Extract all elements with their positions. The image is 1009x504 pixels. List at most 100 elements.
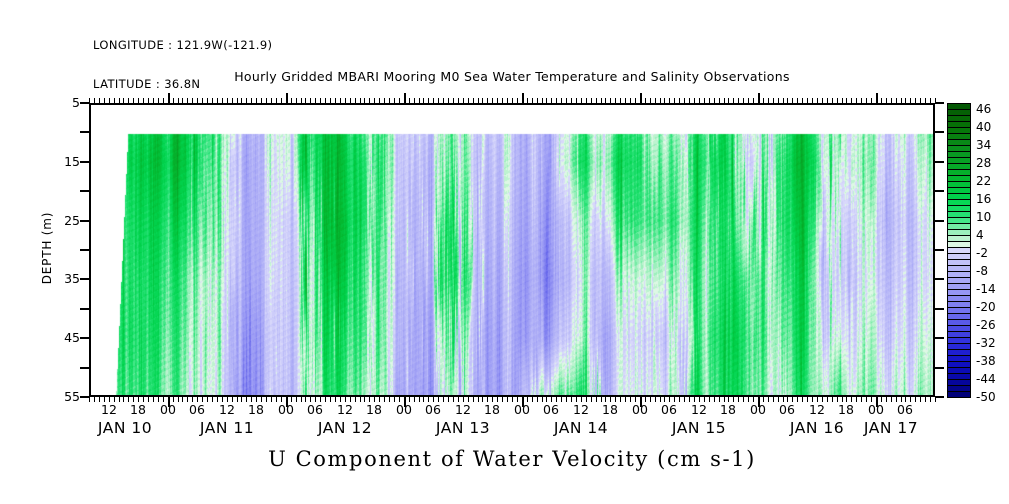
x-minor-tick	[178, 98, 179, 103]
x-minor-tick	[246, 397, 247, 402]
x-minor-tick	[109, 397, 110, 402]
x-minor-tick	[856, 98, 857, 103]
x-minor-tick	[719, 98, 720, 103]
colorbar-label: 28	[976, 156, 992, 170]
x-minor-tick	[448, 397, 449, 402]
x-minor-tick	[615, 98, 616, 103]
x-minor-tick	[763, 397, 764, 402]
x-minor-tick	[763, 98, 764, 103]
x-minor-tick	[699, 98, 700, 103]
x-minor-tick	[817, 98, 818, 103]
x-minor-tick	[360, 397, 361, 402]
y-tick	[80, 337, 89, 339]
x-major-tick	[286, 93, 288, 103]
x-minor-tick	[114, 98, 115, 103]
x-major-tick	[640, 93, 642, 103]
x-minor-tick	[182, 397, 183, 402]
y-tick-right	[935, 337, 944, 339]
x-minor-tick	[846, 397, 847, 402]
x-minor-tick	[768, 397, 769, 402]
y-tick	[80, 131, 89, 133]
x-minor-tick	[930, 397, 931, 402]
x-minor-tick	[271, 397, 272, 402]
y-tick	[80, 396, 89, 398]
x-minor-tick	[384, 397, 385, 402]
y-tick-right	[935, 308, 944, 310]
x-minor-tick	[163, 98, 164, 103]
x-minor-tick	[832, 397, 833, 402]
x-minor-tick	[930, 98, 931, 103]
x-minor-tick	[173, 397, 174, 402]
x-minor-tick	[428, 98, 429, 103]
x-minor-tick	[689, 397, 690, 402]
x-minor-tick	[320, 397, 321, 402]
x-minor-tick	[748, 397, 749, 402]
y-tick-right	[935, 367, 944, 369]
x-minor-tick	[915, 98, 916, 103]
x-minor-tick	[714, 397, 715, 402]
x-minor-tick	[350, 397, 351, 402]
x-minor-tick	[487, 397, 488, 402]
x-minor-tick	[797, 98, 798, 103]
x-minor-tick	[566, 397, 567, 402]
y-tick	[80, 190, 89, 192]
x-minor-tick	[822, 397, 823, 402]
x-minor-tick	[650, 397, 651, 402]
x-minor-tick	[625, 397, 626, 402]
x-minor-tick	[414, 98, 415, 103]
x-minor-tick	[591, 98, 592, 103]
x-minor-tick	[684, 397, 685, 402]
x-minor-tick	[537, 397, 538, 402]
time-tick-label: 18	[366, 402, 382, 417]
y-tick	[80, 249, 89, 251]
x-minor-tick	[832, 98, 833, 103]
x-minor-tick	[792, 98, 793, 103]
x-minor-tick	[556, 98, 557, 103]
x-minor-tick	[679, 98, 680, 103]
x-minor-tick	[463, 397, 464, 402]
x-minor-tick	[733, 397, 734, 402]
x-minor-tick	[684, 98, 685, 103]
x-minor-tick	[291, 397, 292, 402]
x-minor-tick	[546, 98, 547, 103]
x-minor-tick	[202, 397, 203, 402]
x-minor-tick	[497, 98, 498, 103]
x-minor-tick	[379, 397, 380, 402]
date-label: JAN 16	[789, 419, 845, 437]
x-minor-tick	[468, 98, 469, 103]
x-minor-tick	[532, 397, 533, 402]
x-minor-tick	[812, 98, 813, 103]
time-tick-label: 06	[307, 402, 323, 417]
x-minor-tick	[517, 98, 518, 103]
time-tick-label: 12	[101, 402, 117, 417]
x-minor-tick	[674, 397, 675, 402]
x-minor-tick	[340, 98, 341, 103]
x-minor-tick	[724, 397, 725, 402]
time-tick-label: 18	[130, 402, 146, 417]
colorbar	[947, 103, 971, 398]
y-tick-right	[935, 249, 944, 251]
time-tick-label: 12	[219, 402, 235, 417]
x-minor-tick	[143, 98, 144, 103]
x-minor-tick	[719, 397, 720, 402]
x-minor-tick	[837, 397, 838, 402]
colorbar-label: 16	[976, 192, 992, 206]
x-minor-tick	[645, 98, 646, 103]
x-minor-tick	[901, 397, 902, 402]
x-major-tick	[876, 93, 878, 103]
x-minor-tick	[925, 397, 926, 402]
x-minor-tick	[256, 397, 257, 402]
x-minor-tick	[596, 397, 597, 402]
x-minor-tick	[783, 98, 784, 103]
x-minor-tick	[645, 397, 646, 402]
date-label: JAN 13	[435, 419, 491, 437]
x-minor-tick	[119, 98, 120, 103]
x-minor-tick	[891, 98, 892, 103]
x-minor-tick	[709, 98, 710, 103]
y-tick	[80, 220, 89, 222]
x-minor-tick	[443, 397, 444, 402]
x-minor-tick	[517, 397, 518, 402]
x-minor-tick	[251, 98, 252, 103]
x-minor-tick	[143, 397, 144, 402]
x-minor-tick	[787, 98, 788, 103]
